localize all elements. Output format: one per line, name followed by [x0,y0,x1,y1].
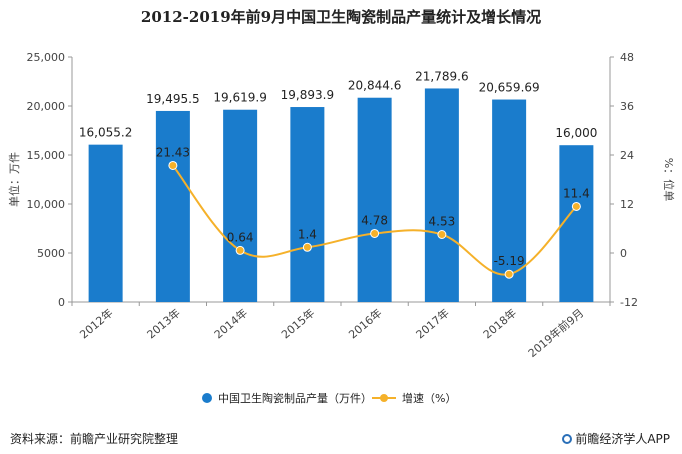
growth-point [235,245,245,255]
y-axis-title: 单位：万件 [7,152,21,207]
y-tick-label: 10,000 [27,198,66,211]
bar-value-label: 19,619.9 [213,91,266,105]
bar-value-label: 20,844.6 [348,79,401,93]
brand-text: 前瞻经济学人APP [575,432,670,446]
bar-value-label: 19,893.9 [281,88,334,102]
growth-value-label: 4.53 [429,215,456,229]
legend-bar-swatch [202,393,212,403]
bar-value-label: 19,495.5 [146,92,199,106]
y-tick-label: 25,000 [27,51,66,64]
x-tick-label: 2015年 [278,306,317,342]
y2-tick-label: 48 [620,51,634,64]
y2-tick-label: 36 [620,100,634,113]
growth-point [168,160,178,170]
x-tick-label: 2016年 [346,306,385,342]
y2-tick-label: 0 [620,247,627,260]
bar-value-label: 21,789.6 [415,69,468,83]
x-tick-label: 2013年 [144,306,183,342]
y-tick-label: 15,000 [27,149,66,162]
bar [559,145,594,302]
y-tick-label: 5000 [37,247,65,260]
chart-title: 2012-2019年前9月中国卫生陶瓷制品产量统计及增长情况 [140,8,542,26]
bar [424,88,459,303]
legend-line-label: 增速（%） [402,391,456,405]
y-tick-label: 0 [58,296,65,309]
x-tick-label: 2014年 [211,306,250,342]
y-tick-label: 20,000 [27,100,66,113]
growth-point [571,201,581,211]
growth-value-label: 4.78 [361,213,388,227]
legend-bar-label: 中国卫生陶瓷制品产量（万件） [218,391,372,405]
growth-value-label: 1.4 [298,227,317,241]
brand-logo-icon [562,434,573,444]
bar [155,110,190,303]
growth-value-label: 21.43 [156,145,190,159]
x-tick-label: 2017年 [413,306,452,342]
x-tick-label: 2012年 [77,306,116,342]
growth-value-label: 11.4 [563,186,590,200]
brand-credit: 前瞻经济学人APP [562,430,670,447]
bar-value-label: 16,055.2 [79,126,132,140]
x-tick-label: 2019年前9月 [525,306,586,360]
growth-point [504,269,514,279]
bar [290,107,325,302]
growth-value-label: 0.64 [227,230,254,244]
bar-value-label: 16,000 [555,126,597,140]
legend-line-marker [380,394,388,402]
y2-axis-title: %：位单 [662,158,676,201]
growth-point [370,228,380,238]
bar [88,144,123,302]
source-note: 资料来源：前瞻产业研究院整理 [10,432,179,446]
y2-tick-label: 12 [620,198,634,211]
growth-point [302,242,312,252]
bar [357,97,392,302]
y2-tick-label: 24 [620,149,634,162]
bar [223,109,258,303]
x-tick-label: 2018年 [480,306,519,342]
growth-point [437,230,447,240]
bar-value-label: 20,659.69 [479,81,540,95]
growth-value-label: -5.19 [494,254,525,268]
y2-tick-label: -12 [620,296,638,309]
